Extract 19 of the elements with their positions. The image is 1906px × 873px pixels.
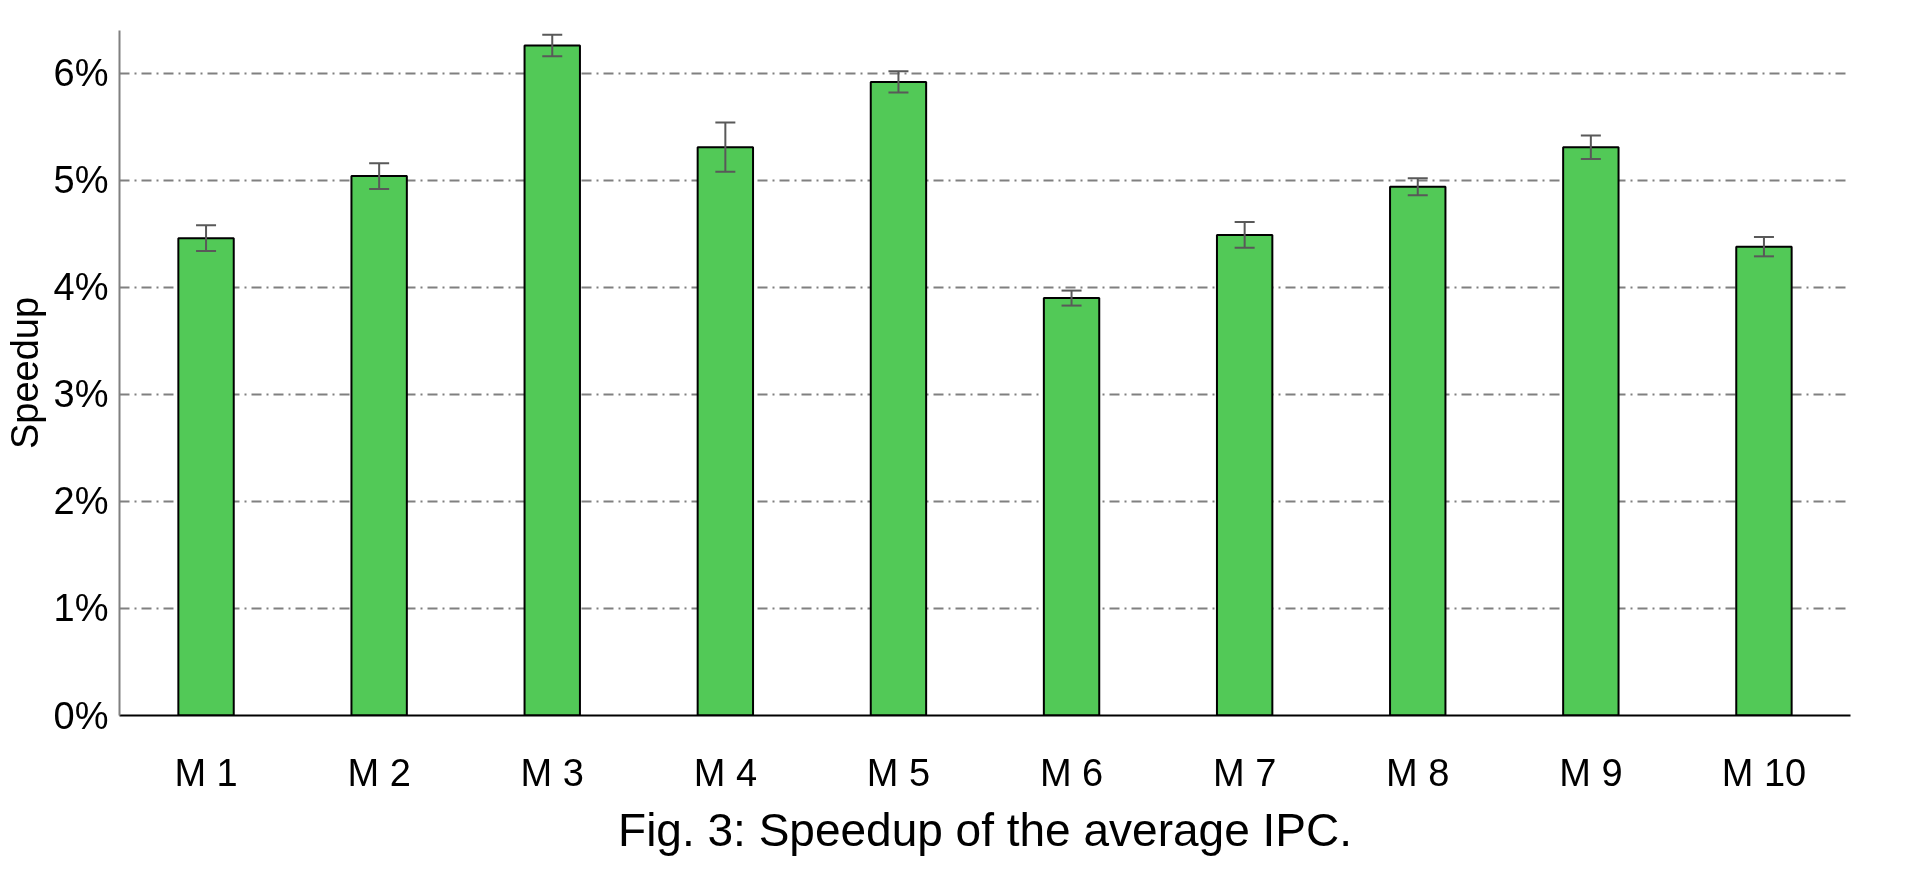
y-tick-label: 5%	[53, 159, 109, 202]
text: Fig. 3: Speedup of the average IPC.	[618, 803, 1352, 856]
y-axis-title: Speedup	[3, 296, 46, 450]
x-tick-label: M 7	[1212, 751, 1277, 794]
x-tick-label: M 5	[866, 751, 931, 794]
x-tick-label: M 1	[174, 751, 238, 794]
x-tick-label: M 3	[520, 751, 584, 794]
x-tick-label: M 2	[347, 751, 411, 794]
y-tick-label: 3%	[53, 373, 109, 416]
y-tick-label: 1%	[53, 587, 109, 630]
x-tick-label: M 8	[1386, 751, 1450, 794]
x-tick-label: M 9	[1559, 751, 1623, 794]
y-tick-label: 2%	[53, 480, 109, 523]
x-tick-label: M 6	[1039, 751, 1104, 794]
y-tick-label: 6%	[53, 52, 109, 95]
y-tick-label: 4%	[53, 266, 109, 309]
x-tick-label: M 10	[1721, 751, 1807, 794]
y-tick-label: 0%	[53, 694, 109, 737]
x-tick-label: M 4	[693, 751, 758, 794]
